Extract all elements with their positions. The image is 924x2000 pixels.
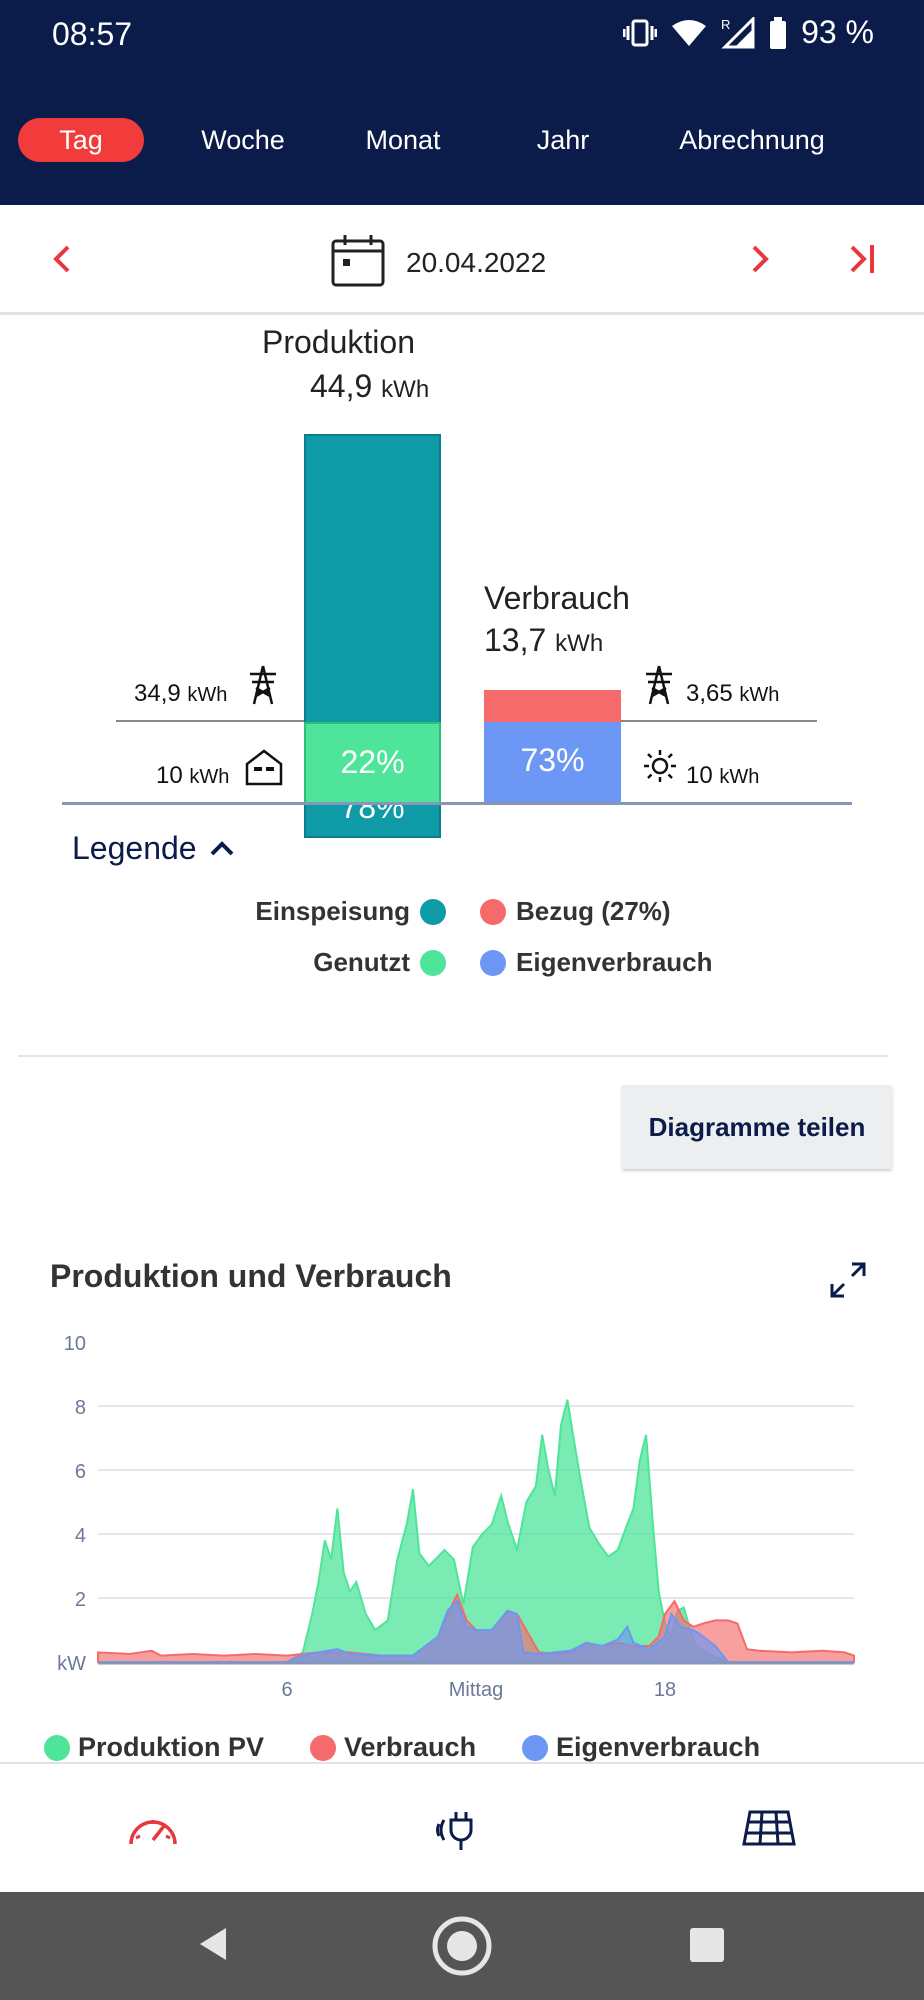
expand-icon[interactable]: [828, 1260, 868, 1305]
bottom-navigation: [0, 1762, 924, 1892]
tab-abrechnung[interactable]: Abrechnung: [679, 125, 825, 155]
home-icon[interactable]: [430, 1914, 494, 1983]
battery-percent: 93 %: [801, 14, 874, 50]
chart-title: Produktion und Verbrauch: [50, 1258, 452, 1294]
tab-woche[interactable]: Woche: [201, 125, 285, 155]
status-icons: R 93 %: [623, 14, 874, 51]
date-navigation: 20.04.2022: [0, 205, 924, 315]
legend-item-genutzt: Genutzt: [313, 947, 446, 978]
chart-legend-verbrauch: Verbrauch: [310, 1732, 476, 1763]
divider-line-left: [116, 720, 304, 722]
solar-panel-icon[interactable]: [742, 1808, 796, 1853]
energy-summary: Produktion 44,9 kWh 78% 22% Verbrauch 13…: [0, 318, 924, 838]
x-tick-label: Mittag: [449, 1679, 503, 1701]
y-tick-label: 6: [75, 1461, 86, 1483]
power-pylon-icon: [642, 664, 676, 711]
consumption-bar-eigenverbrauch: 73%: [484, 722, 621, 804]
share-diagrams-button[interactable]: Diagramme teilen: [622, 1085, 892, 1169]
legend-dot: [480, 898, 506, 925]
y-tick-label: 4: [75, 1525, 86, 1547]
current-date[interactable]: 20.04.2022: [406, 247, 547, 278]
sun-icon: [642, 748, 678, 789]
self-consumption-value: 10 kWh: [686, 762, 760, 789]
consumption-bar-bezug: [484, 690, 621, 722]
production-bar-genutzt: 22%: [304, 722, 441, 804]
legend-dot: [522, 1734, 548, 1761]
power-pylon-icon: [246, 664, 280, 711]
legend-dot: [420, 898, 446, 925]
consumption-title: Verbrauch: [484, 580, 630, 616]
baseline: [62, 802, 852, 805]
tab-tag[interactable]: Tag: [18, 118, 144, 162]
speedometer-icon[interactable]: [126, 1808, 180, 1853]
y-tick-label: 10: [64, 1333, 86, 1355]
legend-dot: [44, 1734, 70, 1761]
legend-title: Legende: [72, 830, 197, 866]
x-tick-label: 6: [281, 1679, 292, 1701]
grid-feed-value: 34,9 kWh: [134, 680, 228, 707]
vibrate-icon: [623, 18, 658, 48]
divider-line-right: [621, 720, 817, 722]
recent-apps-icon[interactable]: [688, 1926, 726, 1969]
y-tick-label: 2: [75, 1589, 86, 1611]
y-tick-label: 8: [75, 1397, 86, 1419]
house-icon: [244, 748, 284, 791]
svg-text:R: R: [721, 17, 730, 32]
consumption-value: 13,7 kWh: [484, 622, 604, 658]
series-produktion-area: [98, 1399, 854, 1663]
legend-item-eigenverbrauch: Eigenverbrauch: [480, 947, 713, 978]
series-eigenverbrauch-area: [98, 1599, 854, 1663]
chevron-up-icon: [207, 830, 237, 867]
status-time: 08:57: [52, 16, 133, 52]
plug-icon[interactable]: [436, 1808, 486, 1857]
status-bar: 08:57 R 93 %: [0, 0, 924, 70]
calendar-icon[interactable]: [330, 233, 386, 294]
production-value: 44,9 kWh: [310, 368, 430, 404]
tab-jahr[interactable]: Jahr: [536, 125, 590, 155]
legend-dot: [310, 1734, 336, 1761]
wifi-icon: [671, 18, 707, 48]
y-axis-label: kW: [57, 1653, 86, 1675]
production-consumption-chart[interactable]: 10 8 6 4 2 kW 6 Mittag 18: [0, 1320, 924, 1720]
section-divider: [18, 1055, 888, 1057]
period-tabs: Tag Woche Monat Jahr Abrechnung: [0, 70, 924, 205]
house-usage-value: 10 kWh: [156, 762, 230, 789]
legend-dot: [480, 949, 506, 976]
signal-icon: R: [721, 16, 755, 49]
system-navigation-bar: [0, 1892, 924, 2000]
chart-legend-produktion: Produktion PV: [44, 1732, 264, 1763]
next-day-button[interactable]: [740, 239, 780, 279]
legend-item-einspeisung: Einspeisung: [255, 896, 446, 927]
back-icon[interactable]: [192, 1922, 236, 1971]
chart-legend-eigenverbrauch: Eigenverbrauch: [522, 1732, 760, 1763]
production-title: Produktion: [262, 324, 415, 360]
last-day-button[interactable]: [842, 239, 882, 279]
legend-toggle[interactable]: Legende: [72, 830, 237, 867]
legend-item-bezug: Bezug (27%): [480, 896, 671, 927]
previous-day-button[interactable]: [42, 239, 82, 279]
battery-icon: [769, 16, 787, 49]
tab-monat[interactable]: Monat: [365, 125, 441, 155]
grid-draw-value: 3,65 kWh: [686, 680, 780, 707]
legend-dot: [420, 949, 446, 976]
x-tick-label: 18: [654, 1679, 676, 1701]
